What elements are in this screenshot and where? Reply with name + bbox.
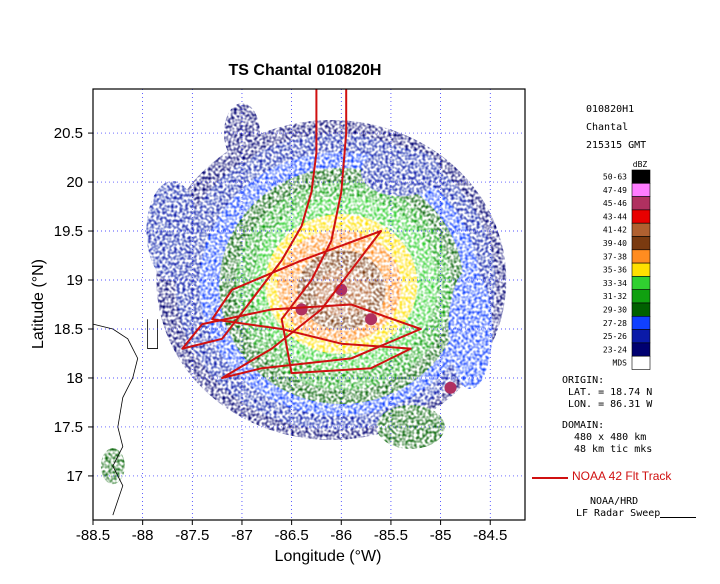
y-tick-label: 19.5 <box>54 223 83 240</box>
credit-underline <box>660 508 697 518</box>
x-tick-label: -88.5 <box>76 527 110 544</box>
x-tick-label: -86.5 <box>275 527 309 544</box>
x-tick-label: -84.5 <box>473 527 507 544</box>
scale-label: 47-49 <box>603 186 627 195</box>
scale-swatch <box>631 355 651 370</box>
dbz-scale: dBZ 50-63 47-49 45-46 43-44 41-42 39-40 37-38 35… <box>603 160 651 370</box>
scale-label: 41-42 <box>603 226 627 235</box>
scale-swatch <box>631 183 651 197</box>
domain-size: 480 x 480 km <box>574 432 647 443</box>
scale-swatch <box>631 249 651 264</box>
y-axis: 17 17.5 18 18.5 19 19.5 20 20.5 <box>54 125 93 485</box>
y-tick-label: 20 <box>66 174 83 191</box>
coastline-path <box>93 323 139 516</box>
credit-product-text: LF Radar Sweep <box>576 508 661 519</box>
scale-swatch <box>631 169 651 184</box>
origin-lat: LAT. = 18.74 N <box>568 387 653 398</box>
scale-label: 33-34 <box>603 279 627 288</box>
scale-label: 31-32 <box>603 292 627 301</box>
intense-cell <box>295 303 308 316</box>
scale-label: 39-40 <box>603 239 627 248</box>
scale-label: 35-36 <box>603 266 627 275</box>
x-tick-label: -85 <box>430 527 452 544</box>
scale-label: 25-26 <box>603 332 627 341</box>
bay-outline <box>147 319 158 349</box>
scale-swatch <box>631 236 651 251</box>
scale-label: 43-44 <box>603 212 627 221</box>
flight-track-line <box>181 89 422 379</box>
storm-name: Chantal <box>586 122 629 133</box>
scale-label: MDS <box>613 359 628 368</box>
plot-frame <box>92 88 526 521</box>
y-axis-label: Latitude (°N) <box>30 259 47 349</box>
rain-band <box>448 268 493 389</box>
scale-swatch <box>631 329 651 344</box>
origin-lon: LON. = 86.31 W <box>568 399 653 410</box>
x-tick-label: -86 <box>330 527 352 544</box>
credit-org: NOAA/HRD <box>590 496 639 507</box>
y-tick-label: 20.5 <box>54 125 83 142</box>
rain-band <box>146 181 199 282</box>
x-tick-label: -85.5 <box>374 527 408 544</box>
domain-tics: 48 km tic mks <box>574 444 653 455</box>
radar-id: 010820H1 <box>586 104 635 115</box>
track-legend-label: NOAA 42 Flt Track <box>572 469 672 483</box>
scale-label: 50-63 <box>603 173 627 182</box>
scale-label: 37-38 <box>603 252 627 261</box>
scale-label: 29-30 <box>603 306 627 315</box>
y-tick-label: 17 <box>66 468 83 485</box>
track-legend-swatch <box>532 477 568 479</box>
scale-label: 45-46 <box>603 199 627 208</box>
y-tick-label: 19 <box>66 272 83 289</box>
rain-band <box>360 148 441 197</box>
chart-title: TS Chantal 010820H <box>228 62 382 79</box>
x-axis: -88.5 -88 -87.5 -87 -86.5 -86 -85.5 -85 -84.5 <box>76 520 507 544</box>
scale-label: 27-28 <box>603 319 627 328</box>
scale-swatch <box>631 209 651 224</box>
scale-swatch <box>631 302 651 317</box>
scale-unit: dBZ <box>633 160 648 169</box>
x-tick-label: -87 <box>231 527 253 544</box>
scale-label: 23-24 <box>603 345 627 354</box>
x-axis-label: Longitude (°W) <box>275 548 382 565</box>
x-tick-label: -87.5 <box>175 527 209 544</box>
y-tick-label: 17.5 <box>54 419 83 436</box>
domain-block: DOMAIN: 480 x 480 km 48 km tic mks <box>562 420 652 456</box>
credit-product: LF Radar Sweep <box>576 508 697 519</box>
sweep-time: 215315 GMT <box>586 140 647 151</box>
flight-track <box>181 89 422 379</box>
y-tick-label: 18.5 <box>54 321 83 338</box>
x-tick-label: -88 <box>132 527 154 544</box>
scale-swatch <box>631 289 651 304</box>
scale-swatch <box>631 196 651 211</box>
rain-band <box>376 404 445 449</box>
scale-swatch <box>631 315 651 330</box>
scale-swatch <box>631 342 651 357</box>
scale-swatch <box>631 276 651 290</box>
coastline <box>93 319 158 516</box>
intense-cell <box>444 381 457 394</box>
scale-swatch <box>631 262 651 277</box>
y-tick-label: 18 <box>66 370 83 387</box>
origin-block: ORIGIN: LAT. = 18.74 N LON. = 86.31 W <box>562 375 652 411</box>
scale-swatch <box>631 222 651 237</box>
intense-cell <box>365 313 378 326</box>
origin-label: ORIGIN: <box>562 375 605 386</box>
domain-label: DOMAIN: <box>562 420 605 431</box>
grid-lines <box>93 89 525 520</box>
